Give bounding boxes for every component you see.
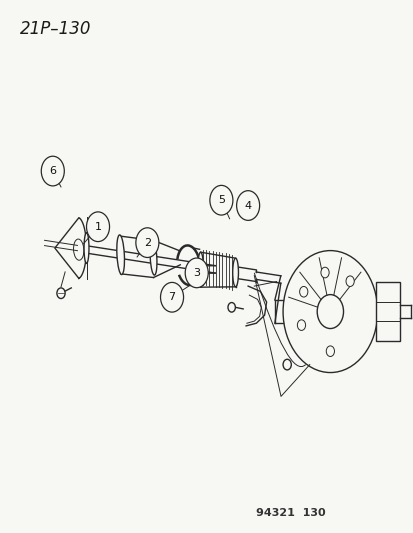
Circle shape bbox=[228, 303, 235, 312]
Circle shape bbox=[185, 258, 208, 288]
Circle shape bbox=[297, 320, 305, 330]
Circle shape bbox=[299, 286, 307, 297]
Text: 7: 7 bbox=[168, 292, 175, 302]
Circle shape bbox=[209, 185, 233, 215]
Text: 21P–130: 21P–130 bbox=[20, 20, 91, 38]
Circle shape bbox=[282, 359, 291, 370]
Text: 6: 6 bbox=[49, 166, 56, 176]
Ellipse shape bbox=[232, 258, 238, 287]
Text: 5: 5 bbox=[217, 195, 224, 205]
Circle shape bbox=[135, 228, 159, 257]
Circle shape bbox=[345, 276, 354, 287]
Circle shape bbox=[160, 282, 183, 312]
Circle shape bbox=[57, 288, 65, 298]
FancyBboxPatch shape bbox=[375, 282, 399, 341]
Circle shape bbox=[236, 191, 259, 220]
Ellipse shape bbox=[150, 241, 157, 275]
Circle shape bbox=[282, 251, 377, 373]
Circle shape bbox=[316, 295, 343, 328]
Text: 1: 1 bbox=[94, 222, 101, 232]
Text: 4: 4 bbox=[244, 200, 251, 211]
Text: 94321  130: 94321 130 bbox=[256, 508, 325, 519]
Ellipse shape bbox=[84, 233, 89, 263]
Circle shape bbox=[325, 346, 334, 357]
Text: 2: 2 bbox=[143, 238, 151, 248]
Circle shape bbox=[86, 212, 109, 241]
Circle shape bbox=[320, 267, 328, 278]
Ellipse shape bbox=[197, 252, 203, 287]
Text: 3: 3 bbox=[193, 268, 200, 278]
Circle shape bbox=[41, 156, 64, 186]
Ellipse shape bbox=[116, 235, 124, 274]
